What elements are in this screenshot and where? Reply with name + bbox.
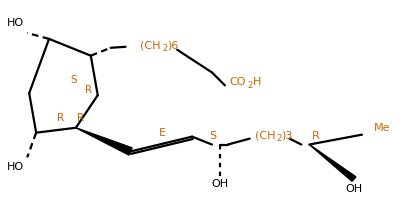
- Text: OH: OH: [345, 184, 363, 194]
- Text: E: E: [159, 128, 166, 138]
- Text: (CH: (CH: [140, 41, 161, 51]
- Text: OH: OH: [211, 179, 228, 189]
- Text: R: R: [311, 131, 319, 141]
- Text: H: H: [253, 77, 261, 87]
- Text: R: R: [85, 85, 93, 95]
- Text: 2: 2: [162, 44, 168, 53]
- Polygon shape: [309, 145, 356, 181]
- Text: 2: 2: [277, 134, 282, 143]
- Text: )3: )3: [282, 131, 293, 141]
- Text: Me: Me: [374, 123, 390, 133]
- Text: )6: )6: [167, 41, 179, 51]
- Text: 2: 2: [248, 81, 253, 90]
- Text: CO: CO: [230, 77, 246, 87]
- Text: S: S: [71, 75, 77, 85]
- Text: (CH: (CH: [255, 131, 275, 141]
- Polygon shape: [76, 128, 132, 155]
- Text: HO: HO: [7, 18, 24, 28]
- Text: R: R: [57, 113, 64, 123]
- Text: S: S: [209, 131, 216, 141]
- Text: R: R: [77, 113, 84, 123]
- Text: HO: HO: [7, 162, 24, 172]
